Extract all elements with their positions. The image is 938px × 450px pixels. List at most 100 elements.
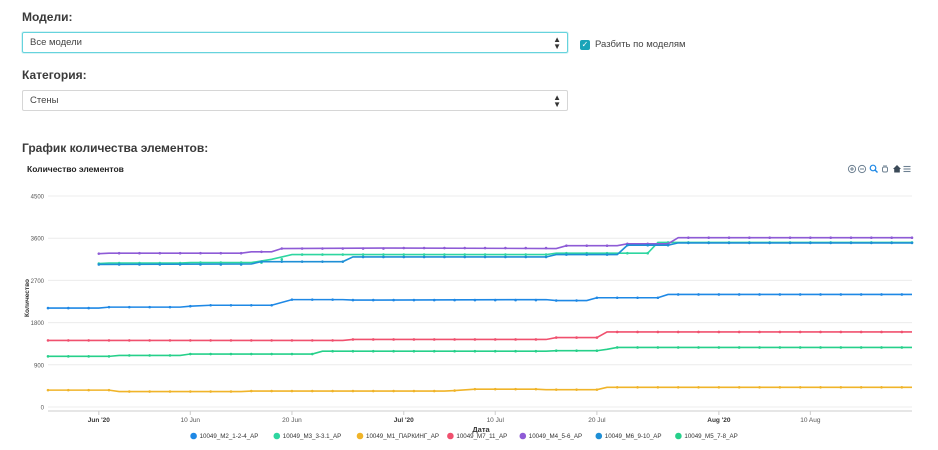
legend-marker: [675, 432, 682, 440]
series-marker: [392, 389, 395, 393]
series-marker: [321, 260, 324, 263]
icon-lens: [869, 164, 877, 172]
series-marker: [575, 336, 578, 339]
series-marker: [199, 251, 202, 255]
series-marker: [463, 255, 467, 259]
y-tick-label: 2700: [31, 279, 45, 285]
split-by-models-label: Разбить по моделям: [595, 39, 686, 50]
split-by-models-toggle[interactable]: ✓ Разбить по моделям: [580, 39, 686, 50]
series-marker: [910, 241, 914, 245]
series-marker: [809, 236, 812, 240]
series-marker: [636, 296, 639, 300]
category-select[interactable]: Стены ▲ ▼: [22, 90, 568, 111]
series-marker: [46, 339, 50, 342]
models-select[interactable]: Все модели ▲ ▼: [22, 32, 568, 53]
series-marker: [493, 349, 497, 353]
legend-item-label: 10049_M3_3-3.1_AP: [283, 433, 341, 440]
y-tick-label: 3600: [31, 237, 45, 243]
series-marker: [554, 299, 558, 302]
series-marker: [128, 390, 131, 393]
series-marker: [849, 241, 853, 245]
series-marker: [422, 246, 426, 250]
series-marker: [849, 236, 853, 240]
icon-ring: [857, 164, 867, 174]
series-marker: [859, 293, 863, 296]
magnify-icon[interactable]: [869, 164, 878, 173]
series-marker: [128, 339, 131, 342]
series-marker: [321, 253, 324, 256]
series-marker: [361, 253, 365, 256]
series-marker: [697, 330, 700, 334]
series-marker: [189, 339, 192, 342]
series-marker: [260, 260, 263, 263]
series-marker: [676, 330, 680, 334]
series-marker: [575, 349, 578, 353]
x-axis-title: Дата: [472, 425, 490, 434]
series-marker: [595, 349, 599, 353]
series-marker: [493, 298, 497, 302]
series-marker: [229, 352, 233, 356]
series-marker: [199, 263, 202, 266]
series-marker: [341, 253, 345, 256]
series-marker: [321, 247, 324, 250]
series-marker: [402, 246, 406, 250]
series-marker: [382, 253, 385, 256]
series-marker: [575, 388, 578, 391]
series-marker: [280, 260, 284, 263]
series-marker: [788, 236, 792, 240]
series-marker: [371, 298, 375, 302]
series-marker: [900, 346, 904, 349]
series-marker: [128, 305, 131, 309]
series-marker: [351, 389, 355, 393]
series-marker: [432, 338, 436, 341]
series-marker: [636, 386, 639, 389]
series-marker: [656, 346, 660, 349]
series-marker: [382, 255, 385, 259]
series-marker: [219, 263, 223, 266]
home-icon[interactable]: [893, 165, 901, 173]
series-marker: [809, 241, 812, 245]
series-marker: [656, 296, 660, 300]
legend-marker: [273, 432, 281, 440]
series-marker: [758, 346, 761, 349]
series-marker: [768, 236, 771, 240]
series-marker: [219, 261, 223, 264]
legend-item-label: 10049_M7_11_AP: [456, 433, 507, 440]
series-marker: [524, 253, 528, 256]
legend-marker: [447, 432, 454, 440]
checkbox-checked-icon[interactable]: ✓: [580, 39, 590, 50]
zoom-out-icon[interactable]: [857, 164, 867, 174]
series-marker: [189, 304, 192, 308]
series-marker: [392, 349, 395, 353]
series-marker: [839, 386, 843, 389]
series-marker: [138, 251, 141, 255]
zoom-in-icon[interactable]: [847, 164, 857, 174]
series-marker: [707, 236, 711, 240]
menu-icon[interactable]: [903, 165, 911, 173]
series-marker: [351, 298, 355, 302]
series-marker: [727, 236, 731, 240]
x-tick-label: 20 Jun: [282, 417, 302, 424]
series-marker: [432, 349, 436, 353]
y-axis: 0 900 1800 2700 3600 4500: [31, 195, 45, 412]
series-marker: [209, 303, 212, 307]
series-marker: [310, 298, 314, 301]
series-marker: [249, 303, 253, 307]
chart-legend: 10049_M2_1-2-4_AP 10049_M3_3-3.1_AP 10049_…: [190, 432, 738, 440]
series-marker: [67, 339, 70, 342]
series-marker: [676, 293, 680, 296]
pan-icon[interactable]: [882, 165, 888, 173]
series-marker: [351, 349, 355, 353]
series-marker: [798, 293, 802, 296]
series-marker: [148, 305, 151, 309]
series-marker: [239, 251, 243, 255]
series-marker: [229, 390, 233, 393]
series-marker: [534, 298, 538, 302]
legend-marker: [190, 432, 197, 440]
series-marker: [402, 255, 406, 259]
series-marker: [707, 241, 711, 245]
series-marker: [870, 236, 873, 240]
series-marker: [656, 386, 660, 389]
series-marker: [778, 330, 782, 334]
series-marker: [615, 346, 619, 349]
